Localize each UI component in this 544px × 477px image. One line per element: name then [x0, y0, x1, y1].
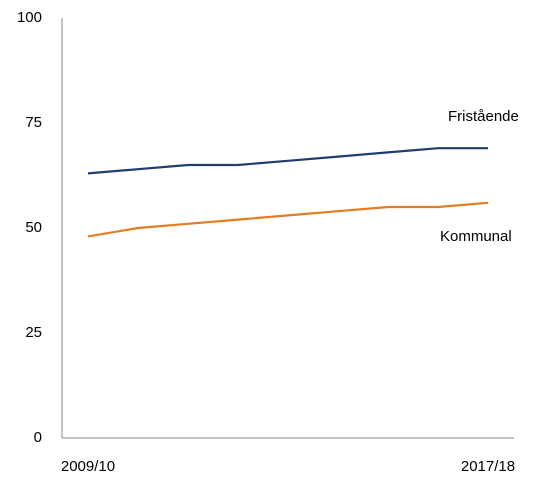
x-tick-label: 2017/18 — [461, 458, 515, 475]
series-line — [87, 201, 489, 238]
y-tick-label: 50 — [25, 219, 42, 236]
x-tick-label: 2009/10 — [61, 458, 115, 475]
y-tick-label: 0 — [34, 429, 42, 446]
y-tick-label: 75 — [25, 114, 42, 131]
series-line — [87, 147, 488, 175]
series-label: Kommunal — [440, 228, 512, 245]
y-tick-label: 25 — [25, 324, 42, 341]
series-label: Fristående — [448, 108, 519, 125]
y-tick-label: 100 — [17, 9, 42, 26]
